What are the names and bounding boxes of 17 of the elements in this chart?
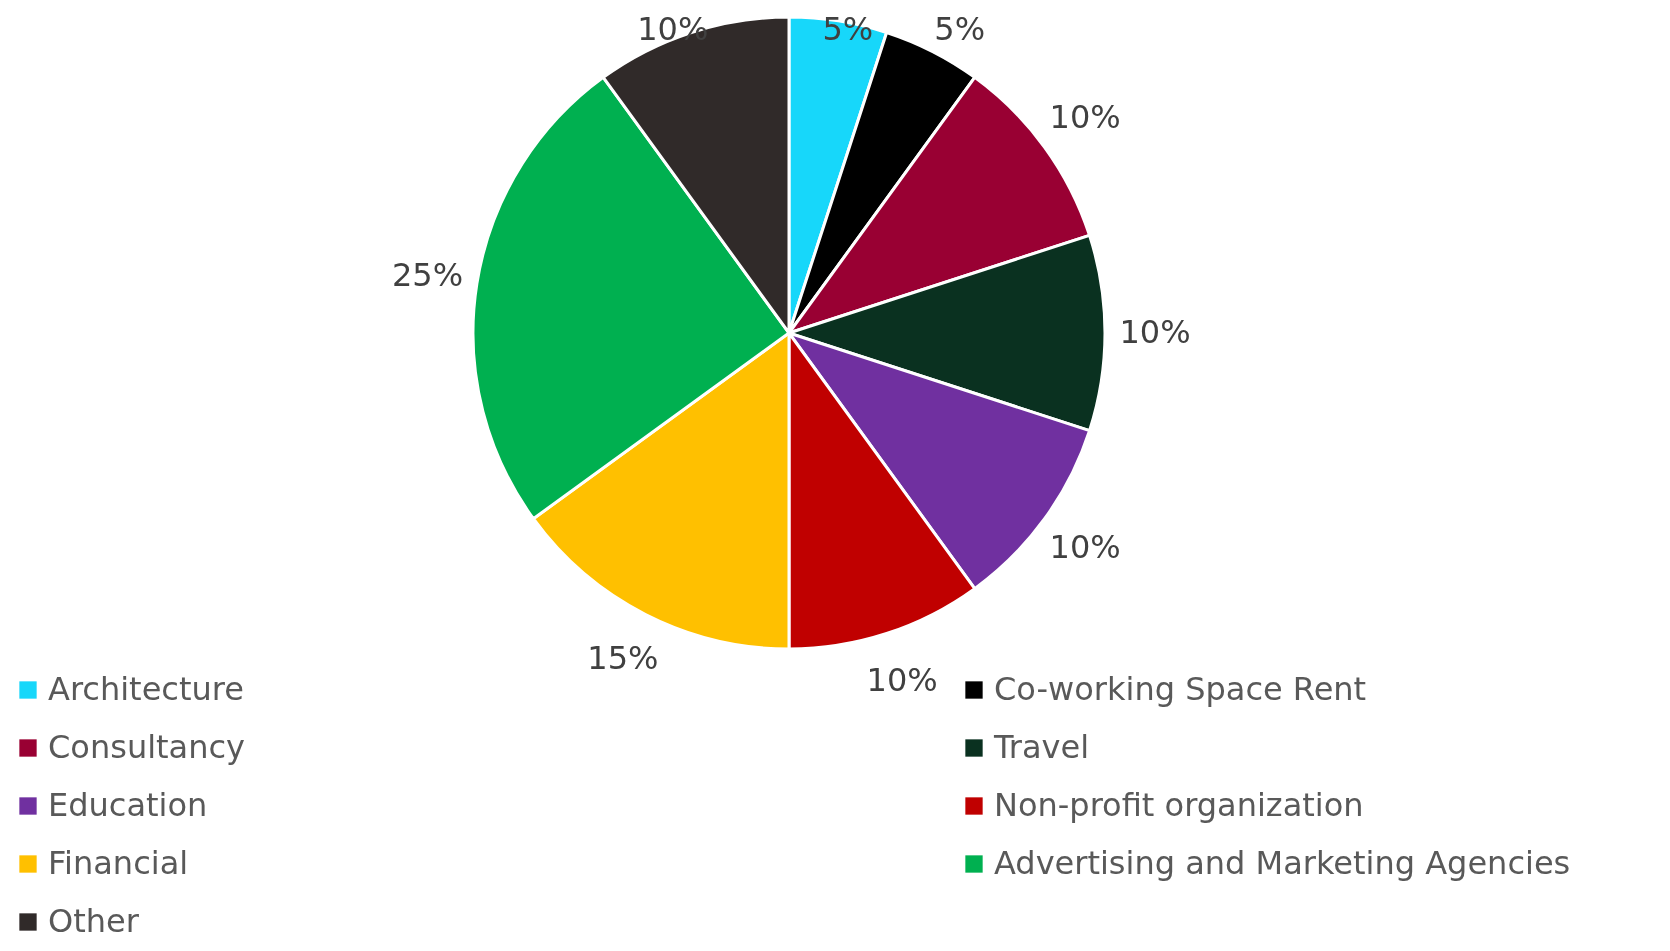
legend-label: Education [48, 786, 208, 824]
data-label: 10% [866, 661, 938, 700]
legend-label: Advertising and Marketing Agencies [994, 844, 1571, 882]
legend-label: Architecture [48, 670, 244, 708]
data-label: 25% [391, 255, 464, 294]
legend-label: Financial [48, 844, 189, 882]
data-label: 10% [637, 10, 709, 48]
legend-label: Other [48, 902, 140, 940]
data-label: 15% [587, 639, 659, 678]
legend-label: Non-profit organization [994, 786, 1364, 824]
data-label: 10% [1119, 313, 1191, 351]
legend-label: Travel [993, 728, 1090, 766]
data-label: 10% [1049, 528, 1121, 567]
data-label: 10% [1049, 97, 1121, 136]
legend-label: Consultancy [48, 728, 246, 766]
legend-label: Co-working Space Rent [994, 670, 1367, 708]
data-label: 5% [934, 10, 986, 48]
